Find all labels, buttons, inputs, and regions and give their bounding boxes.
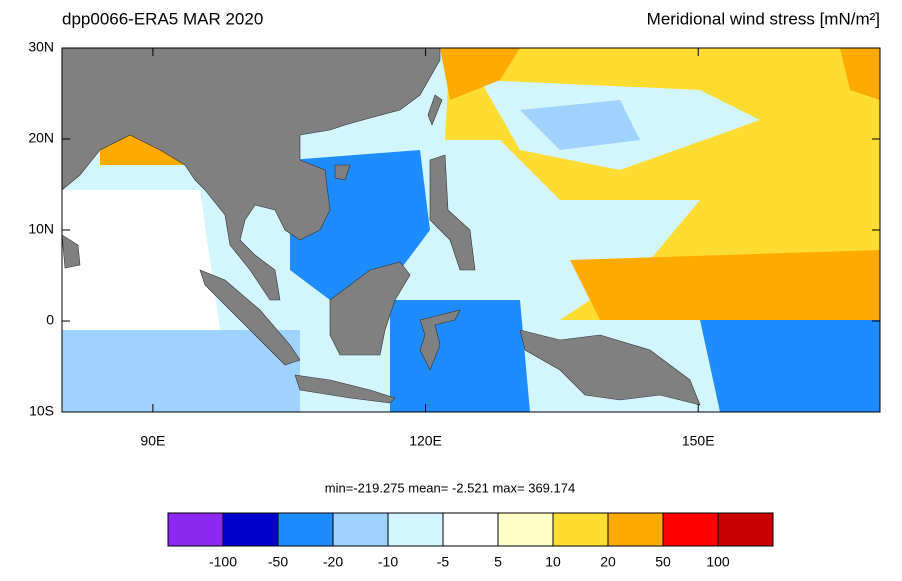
colorbar-label: 5: [494, 554, 502, 570]
colorbar-box: [497, 512, 554, 547]
colorbar-label: 100: [706, 554, 730, 570]
field-patch: [62, 330, 300, 412]
y-tick-label: 0: [46, 312, 54, 328]
colorbar-box: [717, 512, 774, 547]
y-tick-label: 10N: [28, 221, 54, 237]
y-tick-label: 10S: [29, 403, 54, 419]
x-tick-label: 120E: [409, 433, 442, 449]
colorbar-box: [277, 512, 334, 547]
colorbar-label: -100: [209, 554, 237, 570]
colorbar-box: [222, 512, 279, 547]
title-right: Meridional wind stress [mN/m²]: [647, 9, 880, 28]
colorbar-box: [167, 512, 224, 547]
field-patch: [840, 48, 880, 100]
colorbar-box: [442, 512, 499, 547]
stats: min=-219.275 mean= -2.521 max= 369.174: [325, 480, 575, 495]
map-field: [62, 48, 880, 412]
colorbar-label: -20: [323, 554, 343, 570]
land: [199, 269, 301, 366]
land: [519, 329, 701, 406]
colorbar-box: [552, 512, 609, 547]
field-patch: [520, 100, 640, 150]
colorbar-label: -10: [378, 554, 398, 570]
title-left: dpp0066-ERA5 MAR 2020: [62, 9, 263, 28]
y-tick-label: 30N: [28, 39, 54, 55]
colorbar-label: 50: [655, 554, 671, 570]
colorbar-box: [332, 512, 389, 547]
colorbar-box: [662, 512, 719, 547]
field-patch: [62, 190, 220, 330]
colorbar-label: 10: [545, 554, 561, 570]
x-tick-label: 90E: [140, 433, 165, 449]
land: [334, 164, 351, 181]
land: [427, 94, 443, 126]
field-patch: [390, 300, 530, 412]
field-patch: [700, 320, 880, 412]
land: [62, 48, 441, 301]
colorbar-box: [387, 512, 444, 547]
land: [62, 234, 81, 269]
y-tick-label: 20N: [28, 130, 54, 146]
land: [294, 374, 396, 404]
colorbar-label: -5: [437, 554, 450, 570]
x-tick-label: 150E: [682, 433, 715, 449]
land: [329, 261, 411, 356]
land: [429, 154, 476, 271]
colorbar-label: -50: [268, 554, 288, 570]
land: [419, 309, 461, 371]
colorbar-box: [607, 512, 664, 547]
colorbar-label: 20: [600, 554, 616, 570]
field-patch: [570, 250, 880, 320]
field-patch: [440, 48, 520, 100]
